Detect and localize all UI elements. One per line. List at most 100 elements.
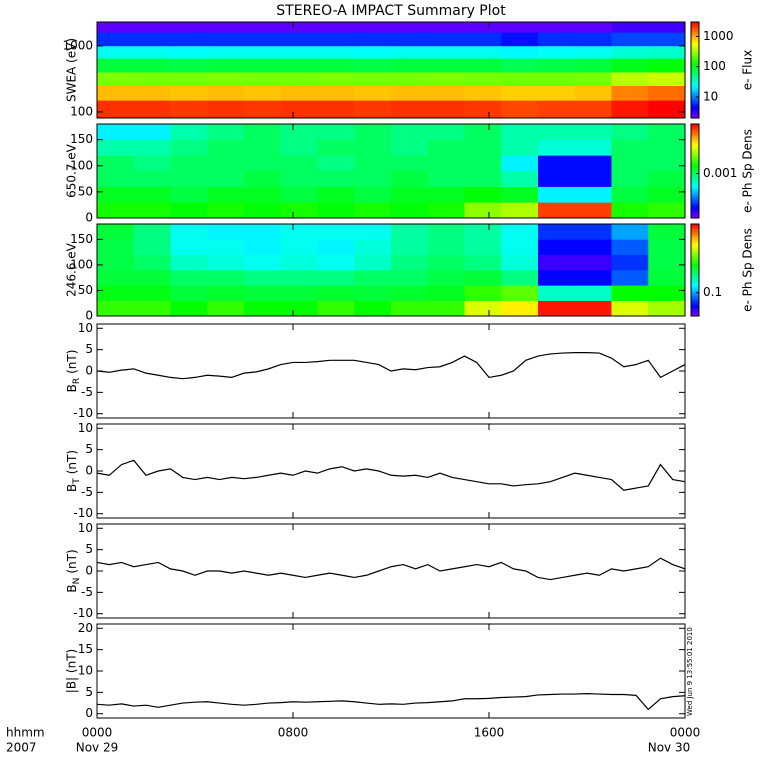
heatmap-cell xyxy=(464,45,502,59)
y-tick-label: 100 xyxy=(70,158,93,172)
colorbar-segment xyxy=(691,270,699,273)
heatmap-cell xyxy=(97,224,135,240)
colorbar-segment xyxy=(691,46,699,49)
colorbar-segment xyxy=(691,89,699,92)
colorbar-segment xyxy=(691,203,699,207)
heatmap-cell xyxy=(280,45,318,59)
y-axis-label-main: B xyxy=(65,584,79,592)
heatmap-cell xyxy=(501,124,539,140)
colorbar-label: e- Flux xyxy=(741,50,755,90)
heatmap-cell xyxy=(501,202,539,219)
heatmap-cell xyxy=(464,22,502,33)
heatmap-cell xyxy=(170,254,208,271)
heatmap-cell xyxy=(244,58,282,73)
heatmap-cell xyxy=(611,202,649,219)
heatmap-cell xyxy=(391,300,429,317)
colorbar-segment xyxy=(691,281,699,285)
colorbar-segment xyxy=(691,133,699,137)
heatmap-cell xyxy=(133,300,171,317)
colorbar-segment xyxy=(691,187,699,191)
heatmap-cell xyxy=(170,124,208,140)
heatmap-cell xyxy=(611,285,649,301)
heatmap-cell xyxy=(317,100,355,119)
heatmap-cell xyxy=(574,270,612,286)
heatmap-cell xyxy=(464,100,502,119)
heatmap-cell xyxy=(97,45,135,59)
colorbar-segment xyxy=(691,138,699,141)
x-tick-label: 0000 xyxy=(82,726,113,740)
colorbar-segment xyxy=(691,302,699,305)
heatmap-cell xyxy=(244,32,282,47)
axis-caption: hhmm xyxy=(6,726,45,740)
heatmap-cell xyxy=(391,254,429,271)
colorbar-segment xyxy=(691,34,699,37)
heatmap-cell xyxy=(170,58,208,73)
colorbar-segment xyxy=(691,82,699,85)
axis-caption: 2007 xyxy=(6,741,37,755)
heatmap-cell xyxy=(538,155,576,172)
colorbar-segment xyxy=(691,313,699,317)
colorbar-segment xyxy=(691,65,699,68)
heatmap-cell xyxy=(538,85,576,101)
heatmap-cell xyxy=(317,22,355,33)
colorbar-segment xyxy=(691,251,699,255)
heatmap-cell xyxy=(354,32,392,47)
y-tick-label: 150 xyxy=(70,132,93,146)
heatmap-cell xyxy=(207,58,245,73)
colorbar-segment xyxy=(691,274,699,278)
panel-frame xyxy=(96,223,686,317)
heatmap-cell xyxy=(97,270,135,286)
heatmap-cell xyxy=(501,32,539,47)
colorbar-segment xyxy=(691,171,699,174)
colorbar-segment xyxy=(691,94,699,97)
heatmap-cell xyxy=(207,300,245,317)
colorbar-segment xyxy=(691,206,699,209)
colorbar-segment xyxy=(691,242,699,245)
colorbar-segment xyxy=(691,260,699,264)
heatmap-cell xyxy=(574,100,612,119)
heatmap-cell xyxy=(207,32,245,47)
colorbar-segment xyxy=(691,110,699,114)
colorbar-segment xyxy=(691,267,699,271)
heatmap-cell xyxy=(354,171,392,187)
y-tick-label: 5 xyxy=(85,685,93,699)
heatmap-cell xyxy=(97,285,135,301)
heatmap-cell xyxy=(354,202,392,219)
heatmap-cell xyxy=(317,239,355,255)
heatmap-cell xyxy=(317,300,355,317)
colorbar-segment xyxy=(691,249,699,252)
y-tick-label: 150 xyxy=(70,232,93,246)
heatmap-cell xyxy=(427,270,465,286)
heatmap-cell xyxy=(244,186,282,203)
heatmap-cell xyxy=(464,239,502,255)
heatmap-cell xyxy=(501,45,539,59)
heatmap-cell xyxy=(391,100,429,119)
heatmap-cell xyxy=(464,202,502,219)
colorbar-segment xyxy=(691,126,699,129)
data-line xyxy=(96,352,686,380)
heatmap-cell xyxy=(207,171,245,187)
heatmap-cell xyxy=(501,224,539,240)
y-tick-label: 100 xyxy=(70,257,93,271)
heatmap-cell xyxy=(611,270,649,286)
heatmap-cell xyxy=(317,72,355,86)
date-label: Nov 30 xyxy=(648,741,691,755)
y-axis-label-unit: (nT) xyxy=(65,350,79,374)
heatmap-cell xyxy=(611,300,649,317)
timestamp: Wed Jun 9 13:55:01 2010 xyxy=(686,627,694,716)
heatmap-cell xyxy=(501,285,539,301)
heatmap-cell xyxy=(574,171,612,187)
heatmap-cell xyxy=(574,285,612,301)
colorbar-segment xyxy=(691,224,699,227)
y-tick-label: 0 xyxy=(85,211,93,225)
heatmap-cell xyxy=(244,239,282,255)
colorbar-segment xyxy=(691,124,699,127)
heatmap-cell xyxy=(354,100,392,119)
heatmap-cell xyxy=(391,124,429,140)
y-tick-label: 100 xyxy=(70,104,93,118)
heatmap-cell xyxy=(207,72,245,86)
heatmap-cell xyxy=(97,254,135,271)
heatmap-cell xyxy=(501,239,539,255)
heatmap-cell xyxy=(207,45,245,59)
